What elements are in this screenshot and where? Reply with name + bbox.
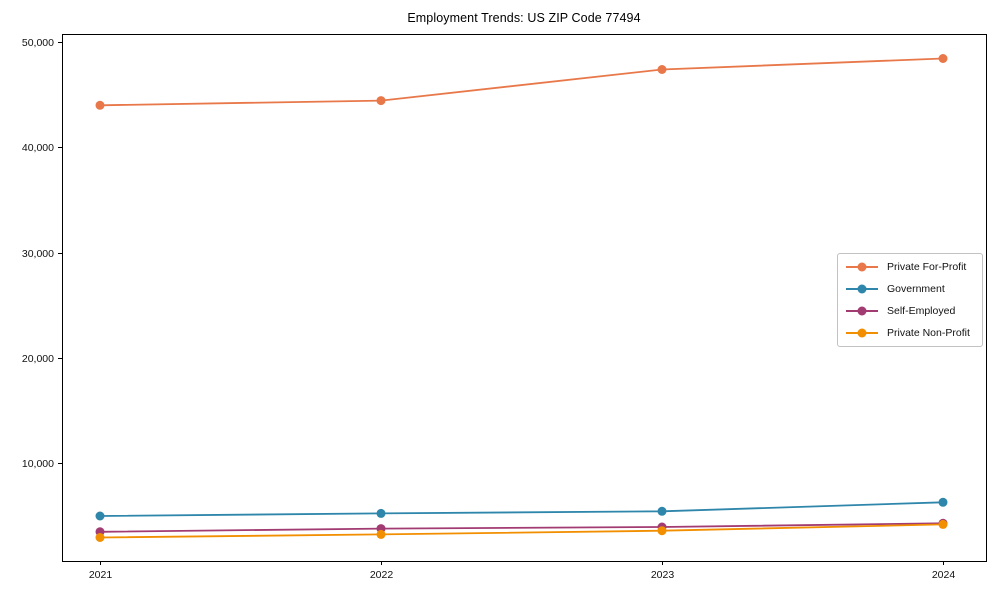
data-point-marker xyxy=(657,506,667,516)
y-tick-label: 50,000 xyxy=(22,37,54,49)
x-tick-label: 2024 xyxy=(932,569,956,581)
data-point-marker xyxy=(938,54,948,63)
data-point-marker xyxy=(657,526,667,536)
data-point-marker xyxy=(376,96,386,106)
legend-line-marker-icon xyxy=(846,328,878,338)
x-tick-label: 2022 xyxy=(370,569,394,581)
data-point-marker xyxy=(376,508,386,518)
series-government xyxy=(95,497,948,521)
legend-line-marker-icon xyxy=(846,284,878,294)
data-point-marker xyxy=(95,533,105,542)
y-tick-label: 20,000 xyxy=(22,353,54,365)
legend-line-marker-icon xyxy=(846,306,878,316)
plot-border xyxy=(62,34,987,562)
series-line xyxy=(99,523,944,539)
data-point-marker xyxy=(657,65,667,74)
legend: Private For-Profit Government Self-Employe… xyxy=(837,253,983,347)
legend-label: Private For-Profit xyxy=(887,261,967,273)
data-point-marker xyxy=(95,100,105,110)
legend-item-private-non-profit: Private Non-Profit xyxy=(838,322,982,344)
x-tick-label: 2021 xyxy=(89,569,113,581)
data-point-marker xyxy=(376,529,386,539)
series-line xyxy=(99,57,944,107)
data-point-marker xyxy=(938,497,948,507)
legend-label: Private Non-Profit xyxy=(887,327,970,339)
series-private-for-profit xyxy=(95,54,948,110)
legend-item-private-for-profit: Private For-Profit xyxy=(838,256,982,278)
y-tick-label: 30,000 xyxy=(22,248,54,260)
y-tick-label: 10,000 xyxy=(22,458,54,470)
legend-line-marker-icon xyxy=(846,262,878,272)
data-point-marker xyxy=(938,519,948,529)
data-point-marker xyxy=(95,511,105,521)
series-line xyxy=(99,522,944,533)
legend-label: Self-Employed xyxy=(887,305,956,317)
series-private-non-profit xyxy=(95,519,948,542)
x-tick-label: 2023 xyxy=(651,569,675,581)
legend-label: Government xyxy=(887,283,945,295)
series-line xyxy=(99,501,944,517)
legend-item-government: Government xyxy=(838,278,982,300)
y-tick-label: 40,000 xyxy=(22,142,54,154)
chart-title: Employment Trends: US ZIP Code 77494 xyxy=(407,11,641,25)
legend-item-self-employed: Self-Employed xyxy=(838,300,982,322)
